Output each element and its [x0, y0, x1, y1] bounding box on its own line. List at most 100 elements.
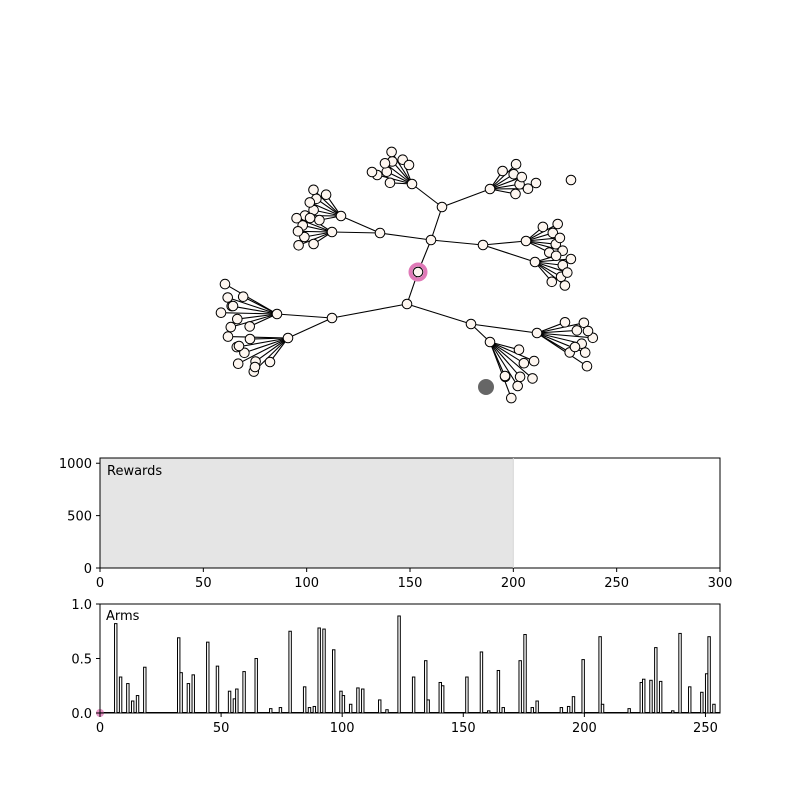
tree-node [547, 227, 559, 239]
tree-node [554, 232, 566, 244]
arm-bar [356, 687, 360, 714]
tree-node [366, 166, 378, 178]
tree-node [559, 280, 571, 291]
arm-bar [426, 699, 430, 714]
tree-edge [297, 230, 333, 233]
tree-node [293, 240, 304, 251]
tree-edge [384, 162, 413, 185]
tree-edge [227, 296, 278, 315]
arm-bar [559, 707, 564, 714]
arm-bar [600, 703, 605, 714]
tree-node [506, 392, 517, 404]
tree-edge [379, 232, 432, 241]
arm-bar [707, 636, 711, 714]
tree-node [465, 318, 477, 330]
tree-node [530, 177, 542, 189]
arms-y-tick-label: 0.0 [71, 707, 92, 722]
tree-edge [489, 341, 535, 362]
tree-edge [536, 322, 585, 334]
tree-edge [430, 206, 443, 241]
tree-node [484, 183, 496, 195]
tree-edge [224, 283, 278, 315]
tree-node [565, 253, 577, 265]
arm-bar [143, 666, 147, 714]
arm-bar [535, 700, 539, 714]
tree-edge [230, 313, 278, 328]
tree-edge [237, 313, 278, 320]
arm-bar [518, 660, 522, 714]
tree-edge [331, 303, 408, 319]
tree-node [546, 276, 558, 288]
rewards-title: Rewards [107, 464, 162, 479]
arm-bar [378, 699, 382, 714]
tree-node [582, 325, 594, 337]
tree-node [403, 159, 415, 171]
tree-node [304, 212, 316, 224]
arm-bar [235, 688, 239, 714]
arm-bar [642, 678, 646, 714]
tree-node [569, 341, 581, 353]
arm-bar [440, 685, 445, 714]
tree-node [565, 174, 577, 186]
tree-edge [470, 323, 538, 334]
rewards-x-tick-label: 250 [604, 576, 629, 591]
tree-node [233, 340, 245, 352]
arm-bar [114, 623, 118, 714]
arm-bar [126, 683, 130, 714]
arms-x-tick-label: 100 [330, 721, 355, 736]
tree-node [244, 321, 255, 332]
tree-node [326, 226, 338, 238]
tree-edge [244, 337, 289, 354]
arms-x-tick-label: 0 [96, 721, 104, 736]
arm-bar [215, 665, 220, 714]
tree-edge [525, 223, 558, 242]
tree-edge [482, 244, 536, 263]
tree-node [406, 178, 418, 190]
rewards-x-tick-label: 100 [294, 576, 319, 591]
tree-node [513, 344, 525, 356]
arm-bar [254, 658, 258, 714]
tree-node [520, 235, 532, 247]
tree-node [531, 327, 543, 339]
tree-node [335, 210, 347, 222]
arms-x-ticks: 0 50 100 150 200 250 [96, 713, 718, 736]
arm-bar [317, 627, 321, 714]
tree-node [292, 226, 304, 237]
arm-bar [341, 695, 346, 714]
arm-bar [479, 651, 484, 714]
tree-root-highlight [408, 262, 428, 282]
tree-graph [215, 146, 599, 404]
arm-bar [465, 676, 469, 714]
arm-bar [288, 630, 292, 714]
rewards-y-ticks: 0 500 1000 [59, 457, 100, 577]
rewards-y-tick-label: 1000 [59, 457, 92, 472]
tree-node [529, 256, 541, 268]
tree-node [499, 370, 511, 382]
arm-bar [130, 700, 135, 714]
tree-node [282, 332, 294, 344]
tree-node [291, 212, 302, 224]
tree-node [219, 278, 231, 290]
rewards-x-ticks: 0 50 100 150 200 250 300 [96, 568, 732, 591]
tree-edge [489, 341, 521, 378]
arm-bar [678, 632, 682, 714]
arms-x-tick-label: 200 [572, 721, 597, 736]
tree-edge [331, 231, 381, 234]
arm-bar [658, 680, 663, 714]
arm-bar [654, 647, 658, 714]
tree-edge [482, 240, 527, 246]
arm-bar [269, 708, 273, 714]
tree-edge [489, 341, 512, 399]
tree-node [581, 360, 593, 372]
tree-node [510, 158, 522, 170]
arm-bar [598, 636, 602, 714]
rewards-y-tick-label: 500 [67, 510, 92, 525]
tree-edge [534, 261, 568, 274]
arms-x-tick-label: 150 [451, 721, 476, 736]
tree-node [559, 317, 571, 328]
tree-edge [406, 303, 472, 325]
tree-edge [237, 337, 289, 365]
arm-bar [179, 672, 183, 714]
rewards-x-tick-label: 0 [96, 576, 104, 591]
arm-bar [227, 690, 232, 714]
